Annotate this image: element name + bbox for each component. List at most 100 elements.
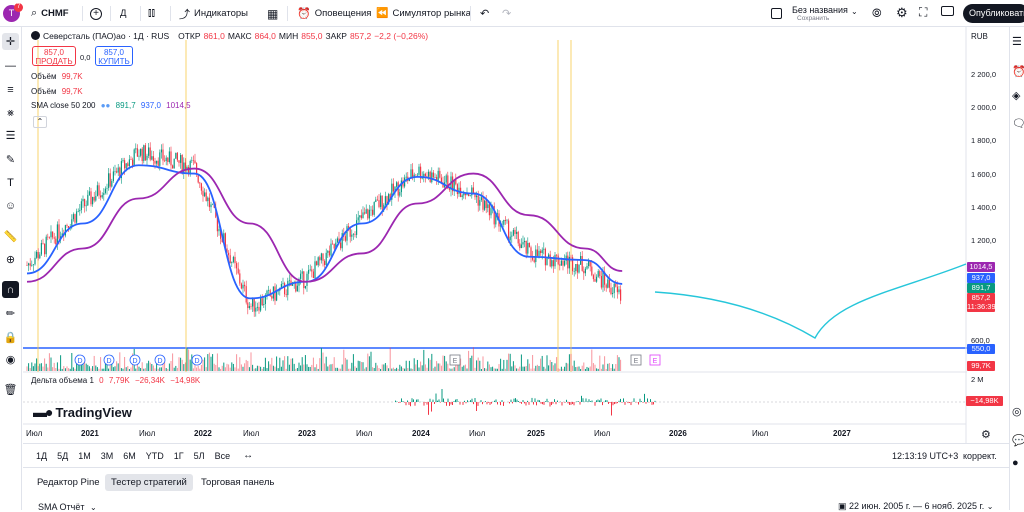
volume-bar [68,368,69,371]
range-6m[interactable]: 6М [118,451,141,461]
candle-body [95,196,96,201]
candle-body [212,204,213,205]
currency-label[interactable]: RUB [971,32,988,41]
publish-button[interactable]: Опубликовать [963,4,1024,23]
volume-bar [350,369,351,371]
delta-volume-bar [631,402,632,405]
tab-strategy-tester[interactable]: Тестер стратегий [105,474,193,491]
candle-body [126,163,127,168]
utc-clock[interactable]: 12:13:19 UTC+3 [892,451,958,461]
range-ytd[interactable]: YTD [141,451,169,461]
strategy-selector[interactable]: SMA Отчёт ⌄ [38,502,97,512]
watchlist-icon[interactable]: ☰ [1012,35,1022,48]
delta-volume-bar [514,399,515,402]
fib-icon[interactable]: ☰ [2,127,19,144]
alerts-clock-icon[interactable]: ⏰ [1012,65,1024,78]
alerts-button[interactable]: ⏰ Оповещения [297,0,371,27]
buy-button[interactable]: 857,0 КУПИТЬ [95,46,133,66]
quick-search-icon[interactable]: ⦾ [872,6,882,21]
sma-value-2: 937,0 [141,101,161,110]
candle-body [318,257,319,265]
range-all[interactable]: Все [210,451,236,461]
delta-volume-bar [407,401,408,402]
delta-volume-bar [647,398,648,402]
target-icon[interactable]: ◎ [1012,405,1022,418]
axis-settings-gear-icon[interactable]: ⚙ [981,428,991,441]
search-icon: ⌕ [31,7,37,20]
replay-button[interactable]: ⏪ Симулятор рынка [376,0,471,27]
range-5y[interactable]: 5Л [189,451,210,461]
tab-trading-panel[interactable]: Торговая панель [195,474,280,491]
crosshair-icon[interactable]: ✛ [2,33,19,50]
layout-save-status[interactable]: Сохранить [797,15,829,22]
volume-bar [465,365,466,371]
volume-bar [268,361,269,371]
volume-bar [292,358,293,371]
horizontal-lines-icon[interactable]: ≡ [2,81,19,98]
volume-bar [327,366,328,371]
range-1d[interactable]: 1Д [31,451,52,461]
delta-volume-bar [646,402,647,404]
layers-icon[interactable]: ◈ [1012,89,1020,102]
layout-name[interactable]: Без названия [792,5,848,15]
symbol-search[interactable]: ⌕ CHMF [31,0,69,27]
magnet-icon[interactable]: ∩ [2,281,19,298]
volume-bar [251,352,252,371]
volume-bar [532,355,533,371]
trash-icon[interactable]: 🗑 [2,381,19,398]
settings-gear-icon[interactable]: ⚙ [896,5,908,21]
eye-icon[interactable]: ◉ [2,351,19,368]
range-1y[interactable]: 1Г [169,451,189,461]
notes-icon[interactable]: 🗨 [1012,117,1024,130]
ruler-icon[interactable]: 📏 [2,228,19,245]
chart-title[interactable]: Северсталь (ПАО)ао · 1Д · RUS [43,31,169,41]
brush-icon[interactable]: ✎ [2,151,19,168]
lock-drawing-icon[interactable]: ✏ [2,305,19,322]
sell-button[interactable]: 857,0 ПРОДАТЬ [32,46,76,66]
volume-bar [574,361,575,371]
legend-delta-volume[interactable]: Дельта объема 1 0 7,79K −26,34K −14,98K [31,376,200,385]
volume-bar [44,358,45,371]
earnings-marker-label: E [634,358,639,365]
candle-body [26,265,27,266]
text-tool-icon[interactable]: T [2,174,19,191]
volume-bar [580,369,581,371]
range-3m[interactable]: 3М [96,451,119,461]
adjust-button[interactable]: коррект. [963,451,997,461]
tab-pine-editor[interactable]: Редактор Pine [31,474,106,491]
legend-volume-1[interactable]: Объём 99,7K [31,72,83,81]
date-range-selector[interactable]: ▣ 22 июн. 2005 г. — 6 нояб. 2025 г. ⌄ [838,501,993,512]
volume-bar [161,367,162,371]
fullscreen-icon[interactable]: ⛶ [919,5,927,20]
chart-type-button[interactable]: ⫾⫾ [148,0,155,27]
templates-button[interactable]: ▦ [267,0,278,27]
range-1m[interactable]: 1М [73,451,96,461]
candle-body [201,183,202,190]
lock-icon[interactable]: 🔒 [2,329,19,346]
undo-button[interactable]: ↶ [480,0,489,27]
layout-dropdown-chevron-icon[interactable]: ⌄ [851,7,858,16]
bulb-icon[interactable]: ● [1012,457,1019,469]
candle-body [503,220,504,225]
legend-sma[interactable]: SMA close 50 200 ●● 891,7 937,0 1014,5 [31,101,191,110]
interval-button[interactable]: Д [120,0,126,27]
compare-add-button[interactable]: + [90,0,102,27]
range-5d[interactable]: 5Д [52,451,73,461]
volume-bar [342,364,343,371]
layout-checkbox[interactable] [771,8,782,19]
chat-icon[interactable]: 💬 [1012,434,1024,447]
legend-volume-2[interactable]: Объём 99,7K [31,87,83,96]
delta-volume-bar [406,402,407,405]
collapse-legend-button[interactable]: ⌃ [33,116,47,128]
candle-body [310,269,311,270]
indicators-button[interactable]: ⤴ Индикаторы [179,0,248,27]
trend-line-icon[interactable]: — [2,57,19,74]
zoom-in-icon[interactable]: ⊕ [2,251,19,268]
emoji-icon[interactable]: ☺ [2,197,19,214]
pattern-icon[interactable]: ⨳ [2,105,19,122]
camera-icon[interactable] [941,6,954,16]
redo-button[interactable]: ↷ [502,0,511,27]
calendar-icon[interactable]: ↔ [243,450,253,461]
volume-bar [233,364,234,371]
candle-body [239,273,240,283]
